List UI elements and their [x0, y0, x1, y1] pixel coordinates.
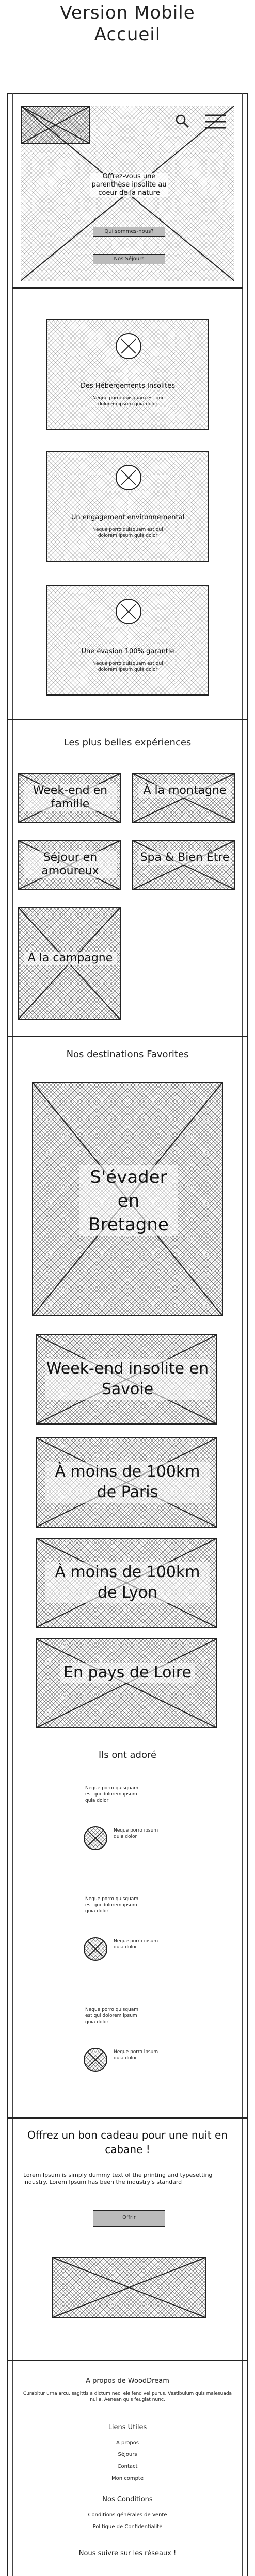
footer-link-cgv[interactable]: Conditions générales de Vente [88, 2512, 167, 2518]
page-title-line1: Version Mobile [60, 3, 195, 23]
destination-label: À moins de 100km de Paris [45, 1462, 210, 1503]
review-1: Neque porro quisquam est qui dolorem ips… [77, 1785, 181, 1888]
review-quote: Neque porro quisquam est qui dolorem ips… [85, 1896, 139, 1914]
feature-icon [116, 465, 141, 490]
search-icon[interactable] [174, 113, 190, 129]
destination-label: S'évader en Bretagne [79, 1165, 178, 1236]
review-quote: Neque porro quisquam est qui dolorem ips… [85, 2007, 139, 2025]
experience-spa[interactable]: Spa & Bien Être [132, 840, 235, 890]
offer-button[interactable]: Offrir [93, 2210, 165, 2227]
footer-link-stays[interactable]: Séjours [118, 2452, 137, 2458]
footer-link-about[interactable]: A propos [116, 2440, 139, 2446]
gift-image [52, 2257, 206, 2318]
footer-social-title: Nous suivre sur les réseaux ! [78, 2550, 177, 2557]
footer-link-contact[interactable]: Contact [117, 2464, 138, 2469]
footer-conditions-title: Nos Conditions [102, 2496, 153, 2503]
destination-loire[interactable]: En pays de Loire [36, 1638, 217, 1728]
review-3: Neque porro quisquam est qui dolorem ips… [77, 2007, 181, 2110]
footer-links-title: Liens Utiles [108, 2424, 147, 2431]
footer-link-account[interactable]: Mon compte [111, 2476, 144, 2481]
mobile-frame [7, 93, 248, 2576]
feature-text: Neque porro quisquam est qui dolorem ips… [92, 527, 163, 538]
feature-title: Des Hébergements Insolites [80, 382, 176, 390]
experience-mountain[interactable]: À la montagne [132, 773, 235, 823]
review-author: Neque porro ipsum quia dolor [114, 1939, 158, 1950]
reviews-title: Ils ont adoré [98, 1750, 157, 1760]
feature-title: Une évasion 100% garantie [81, 648, 174, 655]
gift-title: Offrez un bon cadeau pour une nuit en ca… [27, 2129, 228, 2156]
footer-about-title: A propos de WoodDream [86, 2377, 169, 2385]
divider [7, 2117, 248, 2119]
destination-label: En pays de Loire [60, 1663, 195, 1683]
review-author: Neque porro ipsum quia dolor [114, 2049, 158, 2061]
experience-label: Week-end en famille [24, 784, 117, 811]
feature-icon [116, 333, 141, 359]
stays-button[interactable]: Nos Séjours [93, 254, 165, 264]
footer-link-privacy[interactable]: Politique de Confidentialité [92, 2524, 163, 2530]
mobile-inner-frame [12, 93, 243, 2576]
footer-about-text: Curabitur urna arcu, sagittis a dictum n… [23, 2391, 232, 2402]
destination-label: À moins de 100km de Lyon [45, 1562, 210, 1603]
feature-card-3: Une évasion 100% garantie Neque porro qu… [46, 585, 209, 696]
divider [7, 2360, 248, 2361]
about-button[interactable]: Qui sommes-nous? [93, 227, 165, 237]
avatar [84, 2048, 107, 2072]
feature-icon [116, 599, 141, 624]
page-title-line2: Accueil [94, 24, 161, 45]
divider [7, 1036, 248, 1037]
destination-lyon[interactable]: À moins de 100km de Lyon [36, 1538, 217, 1628]
review-2: Neque porro quisquam est qui dolorem ips… [77, 1896, 181, 1999]
review-quote: Neque porro quisquam est qui dolorem ips… [85, 1786, 139, 1803]
destination-bretagne[interactable]: S'évader en Bretagne [32, 1082, 223, 1316]
experience-countryside[interactable]: À la campagne [18, 907, 121, 1020]
feature-text: Neque porro quisquam est qui dolorem ips… [92, 661, 163, 672]
experience-family[interactable]: Week-end en famille [18, 773, 121, 823]
gift-text: Lorem Ipsum is simply dummy text of the … [23, 2172, 213, 2185]
experience-label: Séjour en amoureux [24, 851, 117, 878]
experience-label: À la montagne [138, 784, 231, 798]
destination-label: Week-end insolite en Savoie [45, 1359, 210, 1400]
avatar [84, 1937, 107, 1961]
logo[interactable] [21, 106, 90, 144]
review-author: Neque porro ipsum quia dolor [114, 1828, 158, 1839]
experience-romance[interactable]: Séjour en amoureux [18, 840, 121, 890]
hero-tagline: Offrez-vous une parenthèse insolite au c… [90, 173, 168, 197]
destinations-title: Nos destinations Favorites [66, 1049, 189, 1060]
feature-text: Neque porro quisquam est qui dolorem ips… [92, 396, 163, 407]
experiences-title: Les plus belles expériences [63, 737, 192, 748]
feature-card-2: Un engagement environnemental Neque porr… [46, 451, 209, 562]
avatar [84, 1826, 107, 1850]
feature-title: Un engagement environnemental [71, 514, 185, 521]
divider [7, 719, 248, 720]
destination-savoie[interactable]: Week-end insolite en Savoie [36, 1334, 217, 1425]
feature-card-1: Des Hébergements Insolites Neque porro q… [46, 319, 209, 430]
hero-section [12, 93, 243, 289]
experience-label: À la campagne [24, 952, 117, 965]
experience-label: Spa & Bien Être [138, 851, 231, 865]
destination-paris[interactable]: À moins de 100km de Paris [36, 1437, 217, 1528]
